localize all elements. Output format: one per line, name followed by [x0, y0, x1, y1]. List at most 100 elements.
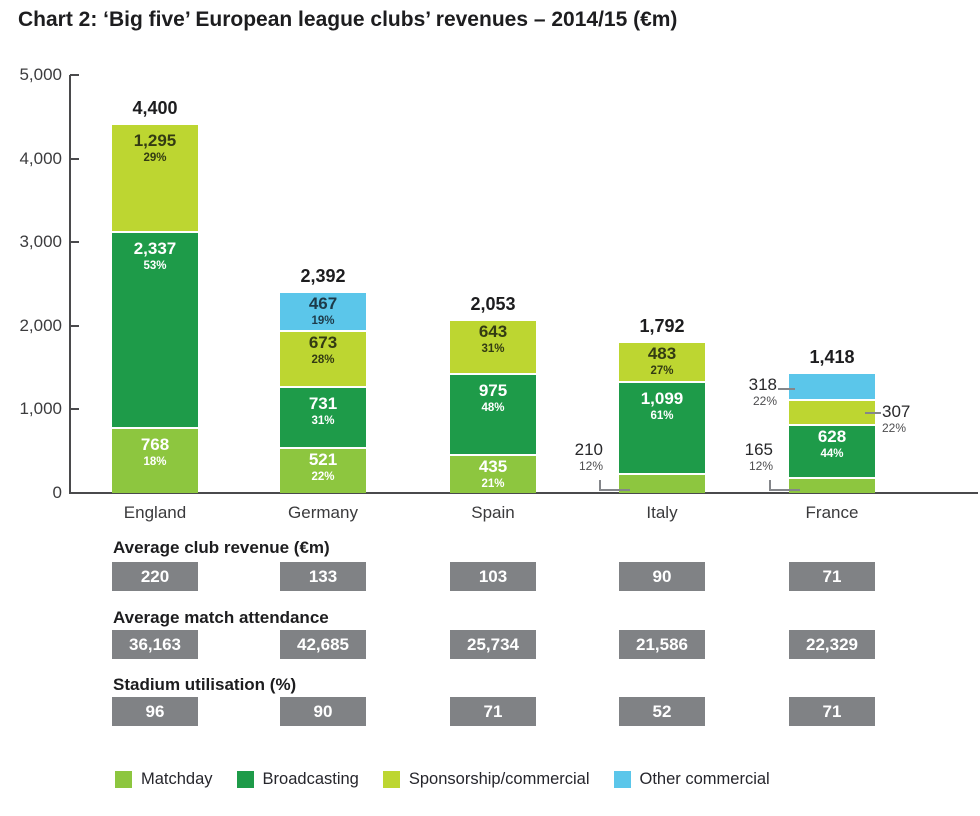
stat-box: 96	[112, 697, 198, 726]
segment-value: 628	[817, 427, 847, 446]
segment-label: 768 18%	[112, 435, 198, 469]
segment-label: 1,099 61%	[619, 389, 705, 423]
segment-sponsorship: 673 28%	[280, 332, 366, 388]
segment-value: 768	[140, 435, 170, 454]
bar-total-label: 1,418	[809, 347, 855, 367]
leader-line	[769, 480, 800, 491]
segment-percent: 31%	[311, 415, 335, 427]
segment-value: 731	[308, 394, 338, 413]
segment-label: 975 48%	[450, 381, 536, 415]
segment-matchday	[789, 479, 875, 493]
segment-label: 731 31%	[280, 394, 366, 428]
segment-value: 435	[478, 457, 508, 476]
segment-broadcasting: 1,099 61%	[619, 383, 705, 475]
y-axis-tick-mark	[70, 324, 79, 327]
segment-matchday: 435 21%	[450, 456, 536, 493]
stat-box: 71	[450, 697, 536, 726]
segment-sponsorship: 1,295 29%	[112, 125, 198, 233]
y-axis-tick-label: 3,000	[19, 232, 62, 252]
segment-percent: 19%	[311, 315, 335, 327]
stat-box: 21,586	[619, 630, 705, 659]
segment-percent: 12%	[748, 459, 773, 473]
broadcasting-color-swatch	[236, 771, 254, 788]
segment-label: 467 19%	[280, 294, 366, 328]
stat-box: 103	[450, 562, 536, 591]
segment-percent: 28%	[311, 354, 335, 366]
segment-percent: 18%	[143, 456, 167, 468]
stat-row-label: Average club revenue (€m)	[113, 538, 330, 557]
stat-box: 22,329	[789, 630, 875, 659]
stat-box: 220	[112, 562, 198, 591]
segment-label: 483 27%	[619, 344, 705, 378]
stat-box: 71	[789, 697, 875, 726]
legend-label: Other commercial	[639, 770, 770, 788]
stat-box: 42,685	[280, 630, 366, 659]
legend-item-broadcasting: Broadcasting	[236, 770, 359, 789]
segment-matchday: 768 18%	[112, 429, 198, 493]
segment-percent: 29%	[143, 152, 167, 164]
y-axis-tick-mark	[70, 157, 79, 160]
stat-box: 90	[280, 697, 366, 726]
segment-percent: 22%	[311, 471, 335, 483]
segment-label: 628 44%	[789, 427, 875, 461]
y-axis-line	[69, 75, 71, 493]
segment-value: 165	[744, 440, 773, 459]
stat-box: 71	[789, 562, 875, 591]
chart-title: Chart 2: ‘Big five’ European league club…	[18, 8, 678, 31]
segment-sponsorship: 643 31%	[450, 321, 536, 375]
segment-label: 643 31%	[450, 322, 536, 356]
segment-percent: 12%	[578, 459, 603, 473]
stat-box: 133	[280, 562, 366, 591]
matchday-color-swatch	[115, 771, 132, 788]
segment-percent: 53%	[143, 260, 167, 272]
bar-total-label: 4,400	[132, 98, 178, 118]
segment-sponsorship: 483 27%	[619, 343, 705, 383]
x-axis-line	[69, 492, 978, 494]
stat-box: 52	[619, 697, 705, 726]
segment-outside-label: 210 12%	[575, 440, 603, 474]
legend-item-sponsorship: Sponsorship/commercial	[382, 770, 590, 789]
y-axis-tick-mark	[70, 74, 79, 76]
legend-label: Sponsorship/commercial	[408, 770, 590, 788]
segment-value: 975	[478, 381, 508, 400]
segment-outside-label: 318 22%	[749, 375, 777, 409]
segment-matchday: 521 22%	[280, 449, 366, 493]
segment-other_commercial: 467 19%	[280, 293, 366, 332]
segment-broadcasting: 731 31%	[280, 388, 366, 449]
segment-percent: 21%	[481, 478, 505, 490]
segment-outside-label: 307 22%	[882, 402, 910, 436]
segment-label: 521 22%	[280, 450, 366, 484]
stat-box: 36,163	[112, 630, 198, 659]
segment-percent: 22%	[752, 394, 777, 408]
segment-label: 1,295 29%	[112, 131, 198, 165]
segment-sponsorship	[789, 401, 875, 426]
y-axis-tick-label: 0	[52, 483, 62, 502]
segment-percent: 27%	[650, 365, 674, 377]
segment-outside-label: 165 12%	[745, 440, 773, 474]
legend-item-matchday: Matchday	[115, 770, 213, 789]
segment-broadcasting: 975 48%	[450, 375, 536, 456]
legend-item-other_commercial: Other commercial	[613, 770, 770, 789]
segment-percent: 22%	[882, 421, 907, 435]
y-axis-tick-mark	[70, 241, 79, 244]
segment-label: 2,337 53%	[112, 239, 198, 273]
segment-value: 2,337	[133, 239, 177, 258]
stat-row-label: Stadium utilisation (%)	[113, 675, 297, 694]
segment-percent: 44%	[820, 448, 844, 460]
stat-box: 90	[619, 562, 705, 591]
category-label: France	[805, 503, 859, 522]
segment-value: 1,099	[640, 389, 684, 408]
category-label: Germany	[288, 503, 358, 522]
segment-broadcasting: 628 44%	[789, 426, 875, 479]
stat-box: 25,734	[450, 630, 536, 659]
segment-label: 435 21%	[450, 457, 536, 491]
category-label: England	[123, 503, 187, 522]
segment-percent: 31%	[481, 343, 505, 355]
leader-line	[778, 388, 795, 390]
segment-value: 521	[308, 450, 338, 469]
sponsorship-color-swatch	[382, 771, 400, 788]
segment-value: 318	[748, 375, 777, 394]
segment-value: 483	[647, 344, 677, 363]
segment-matchday	[619, 475, 705, 493]
